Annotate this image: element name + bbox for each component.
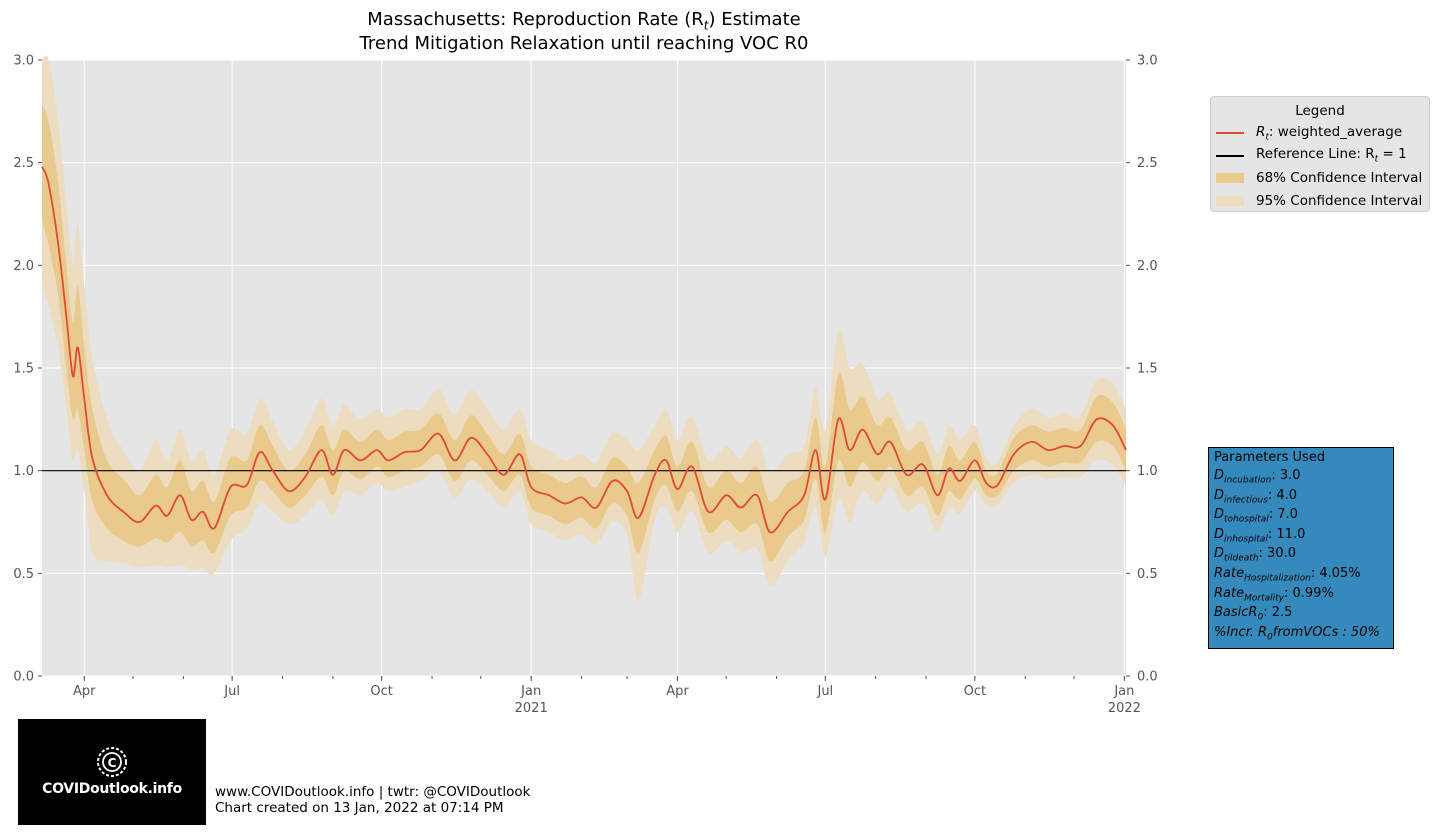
y-tick-label-left: 0.5 (13, 567, 34, 582)
footer-line-1[interactable]: www.COVIDoutlook.info | twtr: @COVIDoutl… (215, 784, 531, 800)
x-tick-label: Jan (1113, 684, 1134, 699)
svg-text:C: C (108, 756, 117, 770)
chart-title: Massachusetts: Reproduction Rate (Rt) Es… (367, 9, 801, 33)
x-tick-label: Apr (666, 684, 689, 699)
param-row: RateMortality: 0.99% (1214, 585, 1334, 604)
y-tick-label-left: 0.0 (13, 670, 34, 685)
footer-line-2: Chart created on 13 Jan, 2022 at 07:14 P… (215, 799, 504, 816)
param-row: Dincubation: 3.0 (1214, 468, 1301, 486)
legend-item-ci68: 68% Confidence Interval (1211, 167, 1429, 190)
y-tick-label-right: 3.0 (1137, 54, 1158, 69)
x-tick-year-label: 2021 (515, 701, 548, 716)
param-row: BasicR0: 2.5 (1214, 605, 1293, 623)
legend-item-reference: Reference Line: Rt = 1 (1211, 145, 1429, 168)
legend-swatch-rt (1216, 132, 1244, 135)
y-tick-label-right: 2.5 (1137, 156, 1158, 171)
x-tick-label: Oct (964, 684, 986, 699)
x-tick-year-label: 2022 (1108, 701, 1141, 716)
y-tick-label-left: 1.0 (13, 464, 34, 479)
y-tick-label-right: 0.5 (1137, 567, 1158, 582)
legend-swatch-ci68 (1216, 173, 1244, 184)
chart-subtitle: Trend Mitigation Relaxation until reachi… (359, 33, 809, 54)
legend-item-rt: Rt: weighted_average (1211, 122, 1429, 145)
param-row: Dinhospital: 11.0 (1214, 526, 1306, 545)
x-tick-label: Apr (73, 684, 96, 699)
x-tick-label: Jan (520, 684, 541, 699)
legend-swatch-reference (1216, 155, 1244, 157)
y-tick-label-right: 1.0 (1137, 464, 1158, 479)
y-tick-label-right: 1.5 (1137, 362, 1158, 377)
covidoutlook-logo: C COVIDoutlook.info (18, 719, 206, 825)
y-tick-label-left: 1.5 (13, 362, 34, 377)
param-row: %Incr. R0fromVOCs : 50% (1214, 624, 1380, 643)
y-tick-label-left: 3.0 (13, 54, 34, 69)
y-tick-label-left: 2.0 (13, 259, 34, 274)
axis-ticks: 0.0 0.0 0.5 0.5 1.0 1.0 1.5 1.5 2.0 2.0 2.5 2.5 3.0 3… (13, 54, 1157, 717)
rt-series-line (41, 166, 1127, 534)
param-row: Dtildeath: 30.0 (1214, 546, 1297, 564)
legend-swatch-ci95 (1216, 195, 1244, 206)
x-tick-label: Jul (223, 684, 240, 699)
params-title: Parameters Used (1214, 450, 1326, 465)
ci68-band (42, 105, 1126, 562)
y-tick-label-left: 2.5 (13, 156, 34, 171)
legend-item-ci95: 95% Confidence Interval (1211, 190, 1429, 213)
param-row: RateHospitalization: 4.05% (1214, 565, 1361, 584)
logo-emblem-icon: C (97, 747, 127, 777)
legend: Legend Rt: weighted_average Reference Li… (1210, 96, 1430, 212)
y-tick-label-right: 0.0 (1137, 670, 1158, 685)
param-row: Dtohospital: 7.0 (1214, 507, 1298, 525)
x-tick-label: Jul (816, 684, 833, 699)
parameters-box: Parameters Used Dincubation: 3.0 Dinfect… (1208, 447, 1394, 649)
x-tick-label: Oct (370, 684, 392, 699)
footer-credits: www.COVIDoutlook.info | twtr: @COVIDoutl… (215, 784, 531, 816)
y-tick-label-right: 2.0 (1137, 259, 1158, 274)
legend-title: Legend (1295, 103, 1345, 119)
param-row: Dinfectious: 4.0 (1214, 487, 1297, 506)
